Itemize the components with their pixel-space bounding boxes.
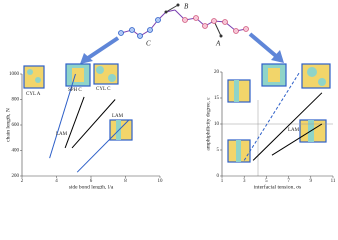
label: A — [215, 40, 221, 48]
y-tick-label: 400 — [12, 149, 20, 154]
annotation: CYL A — [26, 92, 41, 97]
x-axis-label: side bond length, l/a — [69, 184, 114, 189]
y-tick-label: 0 — [217, 174, 220, 179]
annotation: CYL C — [96, 87, 111, 92]
series-line — [243, 71, 301, 161]
series-line — [64, 96, 85, 149]
x-tick-label: 7 — [287, 179, 290, 184]
annotation: LAM — [288, 128, 300, 133]
x-axis-label: interfacial tension, σs — [254, 183, 301, 189]
annotation: SPH C — [68, 88, 82, 93]
y-tick-label: 20 — [214, 70, 220, 75]
y-tick-label: 15 — [214, 96, 220, 101]
annotation: LAM — [56, 132, 68, 137]
series-line — [49, 73, 76, 159]
x-tick-label: 8 — [124, 179, 127, 184]
arrow — [86, 36, 120, 60]
annotation: LAM — [112, 114, 124, 119]
y-axis-label: amphiphilicity degree, ε — [205, 97, 211, 151]
y-axis-label: chain length, N — [5, 108, 11, 142]
y-tick-label: 600 — [12, 123, 20, 128]
x-tick-label: 4 — [55, 179, 58, 184]
arrow — [248, 32, 278, 58]
y-tick-label: 200 — [12, 174, 20, 179]
arrow-head — [271, 50, 284, 63]
x-tick-label: 1 — [221, 179, 224, 184]
x-tick-label: 3 — [243, 179, 246, 184]
arrow-head — [80, 53, 93, 64]
x-tick-label: 5 — [265, 179, 268, 184]
series-line — [271, 123, 323, 156]
x-tick-label: 6 — [90, 179, 93, 184]
series-line — [76, 119, 130, 173]
x-tick-label: 11 — [331, 179, 336, 184]
y-tick-label: 10 — [214, 122, 220, 127]
series-line — [71, 99, 116, 149]
y-tick-label: 800 — [12, 98, 20, 103]
label: C — [146, 40, 151, 48]
series-line — [252, 92, 323, 161]
y-tick-label: 1000 — [9, 72, 20, 77]
polymer-chain — [118, 3, 249, 39]
x-tick-label: 2 — [21, 179, 24, 184]
x-tick-label: 9 — [310, 179, 313, 184]
x-tick-label: 10 — [158, 179, 164, 184]
y-tick-label: 5 — [217, 148, 220, 153]
label: B — [184, 3, 189, 11]
